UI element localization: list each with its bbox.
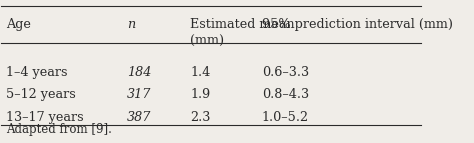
Text: Adapted from [9].: Adapted from [9]. <box>6 123 111 136</box>
Text: 1.0–5.2: 1.0–5.2 <box>262 111 309 124</box>
Text: 1.4: 1.4 <box>190 66 210 79</box>
Text: 5–12 years: 5–12 years <box>6 88 75 101</box>
Text: 1–4 years: 1–4 years <box>6 66 67 79</box>
Text: n: n <box>128 18 136 31</box>
Text: 184: 184 <box>128 66 152 79</box>
Text: Age: Age <box>6 18 30 31</box>
Text: 0.8–4.3: 0.8–4.3 <box>262 88 309 101</box>
Text: (mm): (mm) <box>190 35 224 48</box>
Text: 95% prediction interval (mm): 95% prediction interval (mm) <box>262 18 453 31</box>
Text: 13–17 years: 13–17 years <box>6 111 83 124</box>
Text: Estimated mean: Estimated mean <box>190 18 295 31</box>
Text: 2.3: 2.3 <box>190 111 210 124</box>
Text: 317: 317 <box>128 88 152 101</box>
Text: 1.9: 1.9 <box>190 88 210 101</box>
Text: 0.6–3.3: 0.6–3.3 <box>262 66 309 79</box>
Text: 387: 387 <box>128 111 152 124</box>
